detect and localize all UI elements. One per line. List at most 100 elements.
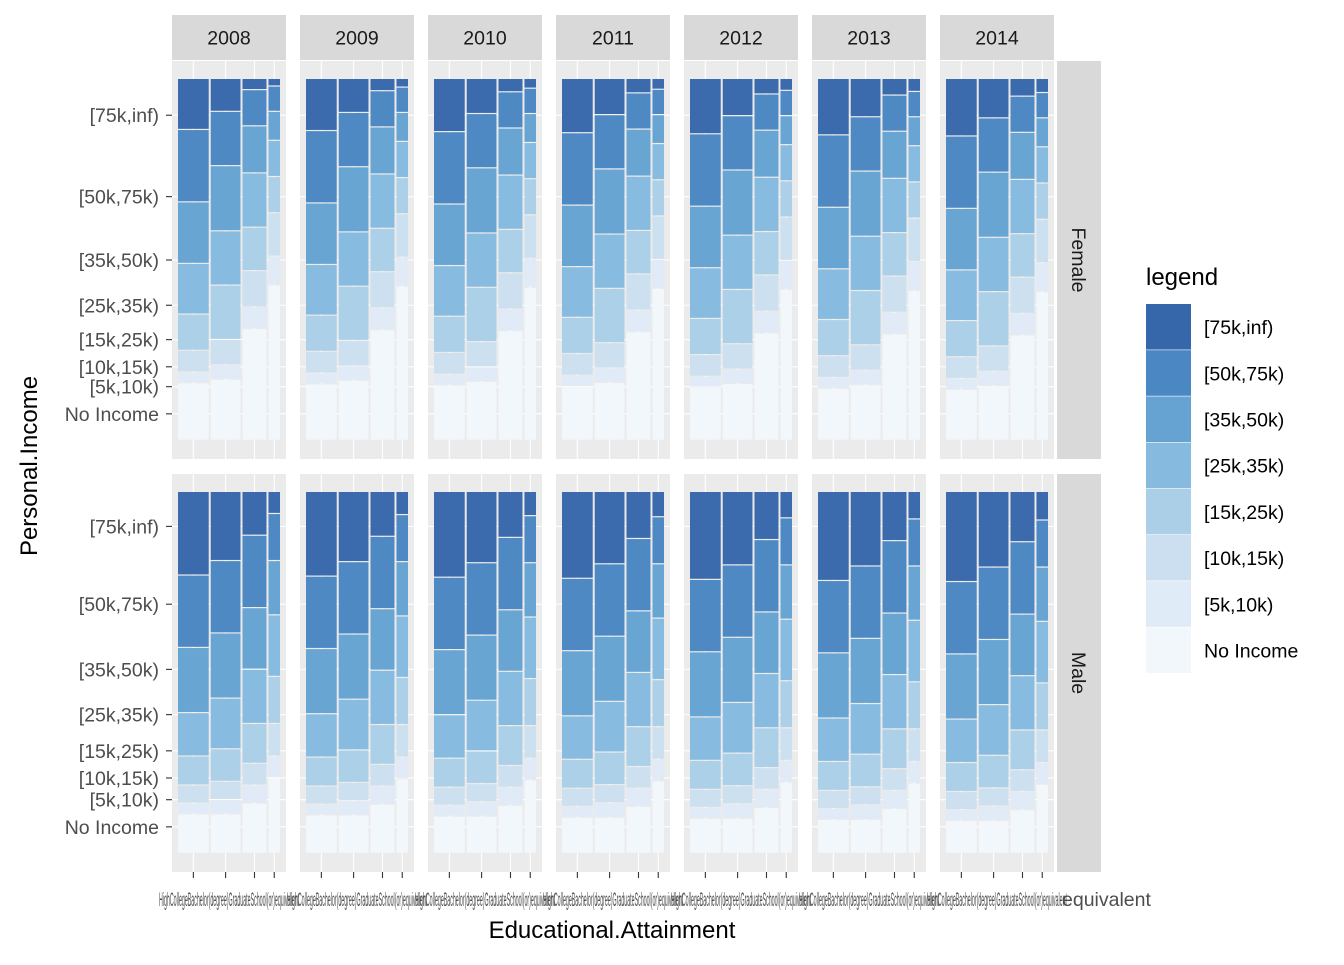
facet-panel: [300, 61, 414, 459]
mosaic-tile: [850, 291, 881, 345]
mosaic-tile: [210, 633, 241, 698]
mosaic-tile: [594, 169, 625, 234]
x-tick-label: HighCollegeBachelor(degree)GraduateSchoo…: [927, 889, 1067, 911]
facet-strip-column: [556, 15, 670, 60]
mosaic-tile: [946, 582, 977, 654]
mosaic-tile: [780, 181, 792, 217]
mosaic-tile: [1036, 183, 1048, 219]
mosaic-tile: [370, 786, 395, 804]
mosaic-tile: [434, 758, 465, 787]
mosaic-tile: [306, 131, 337, 203]
facet-strip-column: [940, 15, 1054, 60]
x-tick-label: HighCollegeBachelor(degree)GraduateSchoo…: [799, 889, 939, 911]
mosaic-tile: [818, 809, 849, 819]
y-tick-label: [25k,35k): [79, 705, 159, 727]
mosaic-tile: [818, 79, 849, 135]
mosaic-tile: [466, 751, 497, 783]
mosaic-tile: [780, 116, 792, 145]
mosaic-tile: [268, 111, 280, 140]
mosaic-tile: [1036, 567, 1048, 621]
mosaic-tile: [722, 344, 753, 369]
mosaic-tile: [780, 79, 792, 90]
mosaic-tile: [434, 353, 465, 374]
mosaic-tile: [434, 577, 465, 649]
mosaic-tile: [178, 263, 209, 314]
mosaic-tile: [242, 173, 267, 227]
mosaic-tile: [754, 311, 779, 333]
y-tick-label: No Income: [65, 404, 159, 426]
mosaic-tile: [268, 676, 280, 723]
mosaic-tile: [306, 804, 337, 815]
mosaic-tile: [434, 715, 465, 758]
y-tick-label: [35k,50k): [79, 659, 159, 681]
mosaic-tile: [978, 755, 1009, 788]
legend-key: [1146, 535, 1191, 581]
mosaic-tile: [850, 754, 881, 787]
mosaic-tile: [562, 317, 593, 353]
mosaic-tile: [908, 182, 920, 218]
mosaic-tile: [882, 613, 907, 674]
legend-label: [10k,15k): [1204, 548, 1284, 570]
mosaic-tile: [850, 117, 881, 171]
mosaic-tile: [1010, 79, 1035, 96]
mosaic-tile: [690, 717, 721, 760]
mosaic-tile: [338, 634, 369, 699]
mosaic-tile: [242, 492, 267, 535]
mosaic-tile: [690, 789, 721, 807]
mosaic-tile: [818, 378, 849, 388]
mosaic-tile: [466, 381, 497, 440]
mosaic-tile: [1010, 96, 1035, 132]
mosaic-tile: [626, 673, 651, 727]
mosaic-tile: [306, 492, 337, 576]
mosaic-tile: [210, 79, 241, 111]
mosaic-tile: [850, 492, 881, 566]
mosaic-tile: [882, 791, 907, 808]
mosaic-tile: [978, 172, 1009, 237]
y-tick-label: [15k,25k): [79, 330, 159, 352]
mosaic-tile: [946, 763, 977, 791]
mosaic-tile: [396, 214, 408, 257]
mosaic-tile: [268, 615, 280, 676]
mosaic-tile: [396, 492, 408, 514]
mosaic-tile: [370, 536, 395, 609]
mosaic-tile: [498, 175, 523, 229]
facet-strip-column: [684, 15, 798, 60]
mosaic-tile: [850, 79, 881, 117]
mosaic-tile: [524, 114, 536, 142]
x-axis-title: Educational.Attainment: [489, 917, 736, 944]
mosaic-tile: [396, 87, 408, 112]
mosaic-tile: [562, 492, 593, 578]
y-tick-label: [10k,15k): [79, 768, 159, 790]
mosaic-tile: [1036, 621, 1048, 683]
mosaic-tile: [946, 492, 977, 581]
mosaic-tile: [498, 610, 523, 671]
mosaic-tile: [652, 564, 664, 618]
mosaic-tile: [978, 371, 1009, 386]
mosaic-tile: [396, 113, 408, 141]
mosaic-tile: [754, 728, 779, 768]
mosaic-tile: [338, 562, 369, 634]
mosaic-tile: [338, 492, 369, 562]
mosaic-tile: [978, 346, 1009, 371]
mosaic-tile: [498, 726, 523, 765]
mosaic-tile: [370, 804, 395, 853]
y-axis-title: Personal.Income: [16, 376, 43, 556]
mosaic-tile: [178, 575, 209, 647]
mosaic-tile: [594, 701, 625, 752]
mosaic-tile: [370, 330, 395, 440]
mosaic-tile: [690, 134, 721, 206]
mosaic-tile: [882, 809, 907, 853]
legend-label: [5k,10k): [1204, 594, 1273, 616]
mosaic-tile: [466, 342, 497, 367]
mosaic-tile: [242, 669, 267, 723]
mosaic-tile: [562, 79, 593, 133]
facet-strip-row-label: Female: [1067, 227, 1089, 292]
mosaic-tile: [908, 218, 920, 261]
mosaic-tile: [242, 126, 267, 173]
mosaic-tile: [178, 756, 209, 785]
mosaic-tile: [882, 541, 907, 613]
y-tick-label: [5k,10k): [90, 377, 159, 399]
mosaic-tile: [178, 79, 209, 129]
mosaic-tile: [722, 116, 753, 170]
mosaic-tile: [818, 492, 849, 580]
